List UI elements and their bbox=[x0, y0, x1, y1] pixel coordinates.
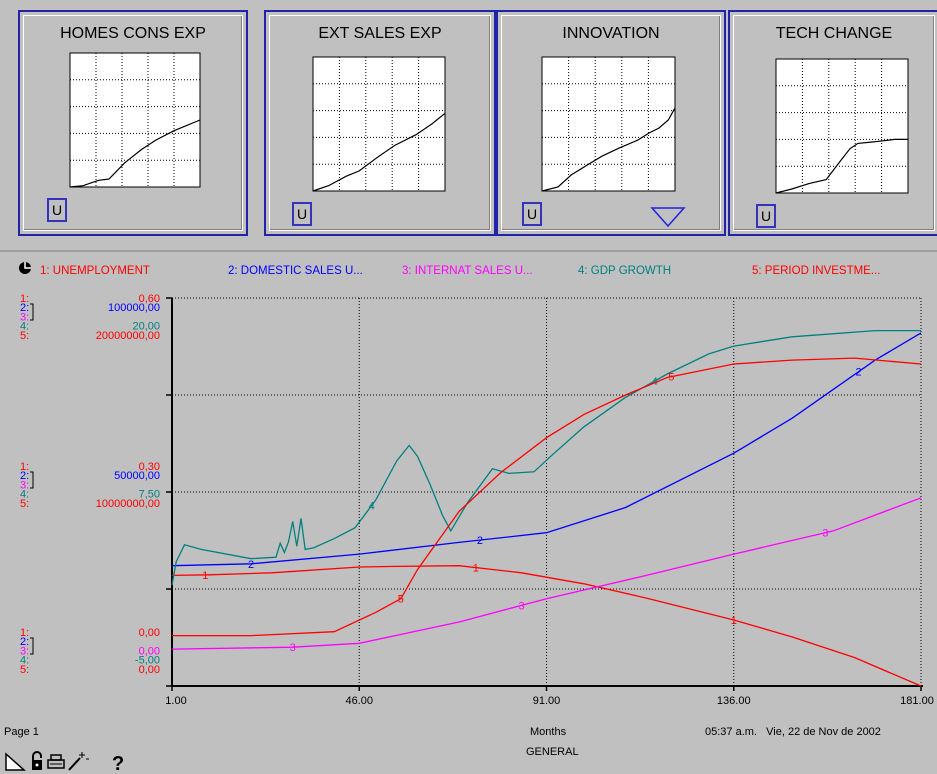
axis-label-num: 5: bbox=[20, 664, 29, 676]
axis-label-value: 0,00 bbox=[139, 664, 160, 676]
series-marker-2: 2 bbox=[248, 559, 254, 571]
panel-graph[interactable] bbox=[312, 56, 446, 192]
panel-title: EXT SALES EXP bbox=[318, 25, 442, 42]
axis-bracket bbox=[30, 471, 34, 489]
lock-icon[interactable] bbox=[32, 751, 42, 770]
page-corner-icon[interactable] bbox=[5, 752, 26, 771]
undo-button[interactable]: U bbox=[522, 202, 542, 226]
axis-label-num: 4: bbox=[20, 321, 29, 333]
series-line-3 bbox=[171, 497, 922, 650]
axis-label-num: 1: bbox=[20, 627, 29, 639]
legend-entry-3: 3: INTERNAT SALES U... bbox=[402, 265, 533, 277]
graph-panel-3[interactable]: INNOVATION U bbox=[496, 10, 726, 236]
x-axis-label: Months bbox=[530, 726, 567, 738]
panel-graph[interactable] bbox=[775, 58, 909, 194]
legend-entry-4: 4: GDP GROWTH bbox=[578, 265, 671, 277]
undo-button[interactable]: U bbox=[292, 202, 312, 226]
series-marker-3: 3 bbox=[290, 642, 296, 654]
axis-label-num: 3: bbox=[20, 645, 29, 657]
series-marker-3: 3 bbox=[518, 600, 524, 612]
panel-graph[interactable] bbox=[69, 52, 201, 188]
x-tick-label: 136.00 bbox=[717, 695, 751, 707]
legend-entry-1: 1: UNEMPLOYMENT bbox=[40, 265, 150, 277]
axis-label-value: 7,50 bbox=[139, 489, 160, 501]
magic-wand-icon[interactable] bbox=[68, 752, 89, 771]
timestamp: 05:37 a.m. Vie, 22 de Nov de 2002 bbox=[705, 726, 881, 738]
panel-curve bbox=[775, 138, 908, 194]
series-line-4 bbox=[171, 329, 921, 586]
series-marker-1: 1 bbox=[202, 570, 208, 582]
axis-label-value: 0,30 bbox=[139, 461, 160, 473]
axis-label-num: 1: bbox=[20, 461, 29, 473]
axis-label-num: 3: bbox=[20, 479, 29, 491]
axis-label-num: 5: bbox=[20, 330, 29, 342]
print-icon[interactable] bbox=[47, 754, 65, 769]
chart-axes bbox=[166, 297, 923, 691]
panel-frame bbox=[23, 15, 243, 231]
panel-curve bbox=[541, 107, 676, 192]
panel-title: TECH CHANGE bbox=[775, 25, 893, 42]
axis-label-num: 1: bbox=[20, 293, 29, 305]
axis-label-num: 2: bbox=[20, 636, 29, 648]
series-marker-4: 4 bbox=[369, 500, 375, 512]
series-marker-4: 4 bbox=[652, 376, 658, 388]
graph-panel-2[interactable]: EXT SALES EXP U bbox=[264, 10, 496, 236]
axis-label-value: 0,60 bbox=[139, 293, 160, 305]
dropdown-triangle-icon[interactable] bbox=[650, 206, 686, 228]
panel-frame bbox=[501, 15, 721, 231]
series-marker-1: 1 bbox=[473, 563, 479, 575]
legend-entry-2: 2: DOMESTIC SALES U... bbox=[228, 265, 363, 277]
series-marker-3: 3 bbox=[822, 528, 828, 540]
bottom-toolbar: ? bbox=[5, 751, 124, 772]
axis-label-num: 3: bbox=[20, 311, 29, 323]
panel-curve bbox=[312, 112, 446, 192]
x-tick-label: 91.00 bbox=[533, 695, 561, 707]
x-tick-label: 46.00 bbox=[345, 695, 373, 707]
undo-button[interactable]: U bbox=[47, 198, 67, 222]
undo-button[interactable]: U bbox=[756, 204, 776, 228]
series-line-5 bbox=[172, 357, 922, 637]
legend-entry-5: 5: PERIOD INVESTME... bbox=[752, 265, 880, 277]
series-marker-2: 2 bbox=[856, 367, 862, 379]
panel-frame bbox=[733, 15, 935, 231]
series-marker-5: 5 bbox=[668, 372, 674, 384]
axis-bracket bbox=[30, 303, 34, 321]
series-line-1 bbox=[171, 565, 922, 687]
series-line-2 bbox=[171, 332, 922, 567]
x-tick-label: 1.00 bbox=[165, 695, 186, 707]
page-number: Page 1 bbox=[4, 726, 39, 738]
axis-label-value: 0,00 bbox=[139, 627, 160, 639]
axis-label-value: 50000,00 bbox=[114, 470, 160, 482]
graph-panel-4[interactable]: TECH CHANGE U bbox=[728, 10, 937, 236]
main-chart: 1: UNEMPLOYMENT 2: DOMESTIC SALES U... 3: … bbox=[0, 250, 937, 707]
series-marker-2: 2 bbox=[477, 535, 483, 547]
axis-label-value: 20000000,00 bbox=[96, 330, 160, 342]
axis-label-value: -5,00 bbox=[135, 655, 160, 667]
panel-title: HOMES CONS EXP bbox=[60, 25, 206, 42]
panel-curve bbox=[69, 119, 201, 188]
axis-label-num: 4: bbox=[20, 655, 29, 667]
help-icon[interactable]: ? bbox=[112, 753, 124, 772]
series-marker-5: 5 bbox=[398, 594, 404, 606]
x-tick-label: 181.00 bbox=[900, 695, 934, 707]
panel-graph[interactable] bbox=[541, 56, 676, 192]
sheet-name: GENERAL bbox=[526, 746, 579, 758]
axis-label-value: 20,00 bbox=[132, 321, 160, 333]
axis-bracket bbox=[30, 637, 34, 655]
axis-label-num: 2: bbox=[20, 470, 29, 482]
panel-frame bbox=[269, 15, 491, 231]
axis-label-value: 10000000,00 bbox=[96, 498, 160, 510]
panel-title: INNOVATION bbox=[562, 25, 660, 42]
chart-grid bbox=[172, 297, 922, 686]
graph-type-icon[interactable] bbox=[19, 262, 31, 274]
series-marker-1: 1 bbox=[731, 615, 737, 627]
axis-label-num: 5: bbox=[20, 498, 29, 510]
axis-label-num: 2: bbox=[20, 302, 29, 314]
graph-panel-1[interactable]: HOMES CONS EXP U bbox=[18, 10, 248, 236]
axis-label-value: 100000,00 bbox=[108, 302, 160, 314]
axis-label-num: 4: bbox=[20, 489, 29, 501]
axis-label-value: 0,00 bbox=[139, 645, 160, 657]
